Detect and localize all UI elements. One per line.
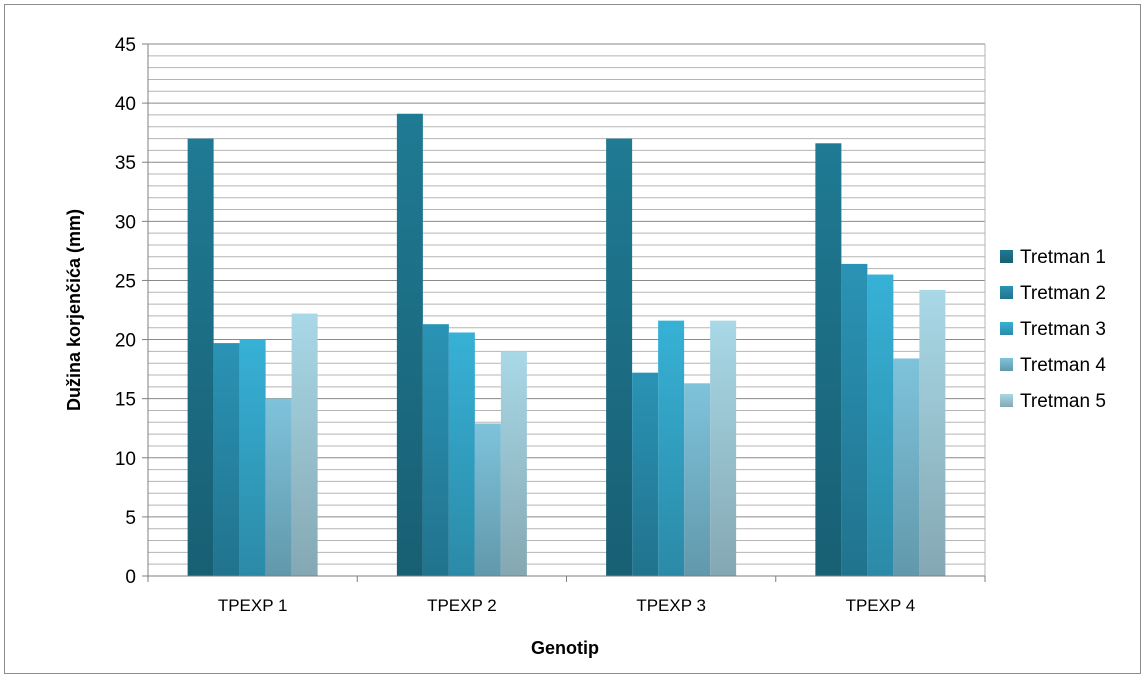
y-tick-label: 30 xyxy=(115,212,136,233)
y-tick-label: 20 xyxy=(115,331,136,352)
x-tick-label: TPEXP 2 xyxy=(427,596,497,615)
bar-tretman-4-tpexp-4 xyxy=(893,358,920,576)
bar-tretman-3-tpexp-3 xyxy=(658,320,685,576)
legend: Tretman 1 Tretman 2 Tretman 3 Tretman 4 Tret… xyxy=(1000,247,1106,412)
legend-swatch xyxy=(1000,286,1013,299)
y-tick-label: 15 xyxy=(115,390,136,411)
bar-tretman-4-tpexp-3 xyxy=(684,383,711,576)
legend-swatch xyxy=(1000,250,1013,263)
bars xyxy=(187,113,946,577)
legend-swatch xyxy=(1000,394,1013,407)
legend-label: Tretman 2 xyxy=(1020,283,1106,304)
x-tick-label: TPEXP 1 xyxy=(218,596,288,615)
y-tick-label: 35 xyxy=(115,153,136,174)
bar-tretman-3-tpexp-4 xyxy=(867,274,894,576)
bar-tretman-5-tpexp-4 xyxy=(919,289,946,576)
x-tick-labels: TPEXP 1 TPEXP 2 TPEXP 3 TPEXP 4 xyxy=(218,596,915,615)
bar-tretman-1-tpexp-3 xyxy=(606,138,633,577)
bar-tretman-5-tpexp-2 xyxy=(500,351,527,576)
bar-tretman-1-tpexp-2 xyxy=(396,113,423,577)
axes xyxy=(142,43,986,582)
y-tick-label: 40 xyxy=(115,94,136,115)
bar-tretman-2-tpexp-4 xyxy=(841,263,868,576)
x-axis-title: Genotip xyxy=(531,638,599,658)
bar-tretman-1-tpexp-1 xyxy=(187,138,214,577)
bar-tretman-5-tpexp-1 xyxy=(291,313,318,576)
legend-label: Tretman 5 xyxy=(1020,391,1106,412)
bar-tretman-3-tpexp-2 xyxy=(448,332,475,576)
y-tick-labels: 0 5 10 15 20 25 30 35 40 45 xyxy=(115,35,136,588)
bar-tretman-4-tpexp-1 xyxy=(265,398,292,576)
y-axis-title: Dužina korjenčića (mm) xyxy=(64,209,84,411)
bar-tretman-2-tpexp-3 xyxy=(632,372,659,576)
bar-tretman-3-tpexp-1 xyxy=(239,339,266,576)
x-tick-label: TPEXP 3 xyxy=(636,596,706,615)
bar-tretman-2-tpexp-1 xyxy=(213,343,240,576)
bar-tretman-1-tpexp-4 xyxy=(815,143,842,576)
y-tick-label: 0 xyxy=(125,567,136,588)
legend-swatch xyxy=(1000,358,1013,371)
y-tick-label: 5 xyxy=(125,508,136,529)
y-tick-label: 10 xyxy=(115,449,136,470)
bar-tretman-2-tpexp-2 xyxy=(422,324,449,576)
bar-tretman-5-tpexp-3 xyxy=(710,320,737,576)
bar-tretman-4-tpexp-2 xyxy=(474,423,501,576)
legend-label: Tretman 1 xyxy=(1020,247,1106,268)
y-tick-label: 25 xyxy=(115,271,136,292)
legend-label: Tretman 3 xyxy=(1020,319,1106,340)
x-tick-label: TPEXP 4 xyxy=(846,596,916,615)
legend-swatch xyxy=(1000,322,1013,335)
y-tick-label: 45 xyxy=(115,35,136,56)
legend-label: Tretman 4 xyxy=(1020,355,1106,376)
